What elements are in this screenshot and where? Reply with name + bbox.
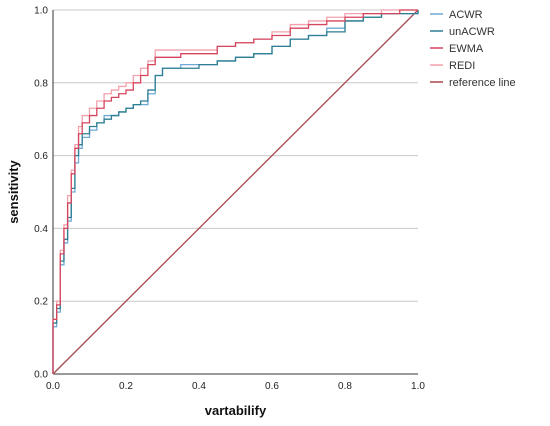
x-tick-labels: 0.0 0.2 0.4 0.6 0.8 1.0 [46,381,425,392]
x-tick-label: 1.0 [411,381,425,392]
x-tick-label: 0.8 [338,381,352,392]
series-lines [52,9,419,375]
y-tick-label: 1.0 [34,6,48,17]
y-tick-label: 0.4 [34,224,48,235]
x-tick-label: 0.2 [119,381,133,392]
legend-label: ACWR [449,9,483,21]
legend: ACWR unACWR EWMA REDI reference line [430,9,516,89]
y-tick-labels: 0.0 0.2 0.4 0.6 0.8 1.0 [34,6,48,381]
legend-label: unACWR [449,26,495,38]
y-tick-label: 0.0 [34,370,48,381]
x-axis-title: vartabilify [205,403,267,418]
legend-label: EWMA [449,43,484,55]
axes [52,10,418,375]
x-tick-label: 0.0 [46,381,60,392]
y-tick-label: 0.2 [34,297,48,308]
x-tick-label: 0.6 [265,381,279,392]
x-tick-label: 0.4 [192,381,206,392]
legend-label: reference line [449,77,516,89]
legend-label: REDI [449,60,475,72]
y-axis-title: sensitivity [6,159,21,223]
y-tick-label: 0.8 [34,78,48,89]
grid-lines [53,9,418,302]
series-line-ewma [52,9,418,374]
y-tick-label: 0.6 [34,151,48,162]
series-line-reference-line [52,9,419,375]
